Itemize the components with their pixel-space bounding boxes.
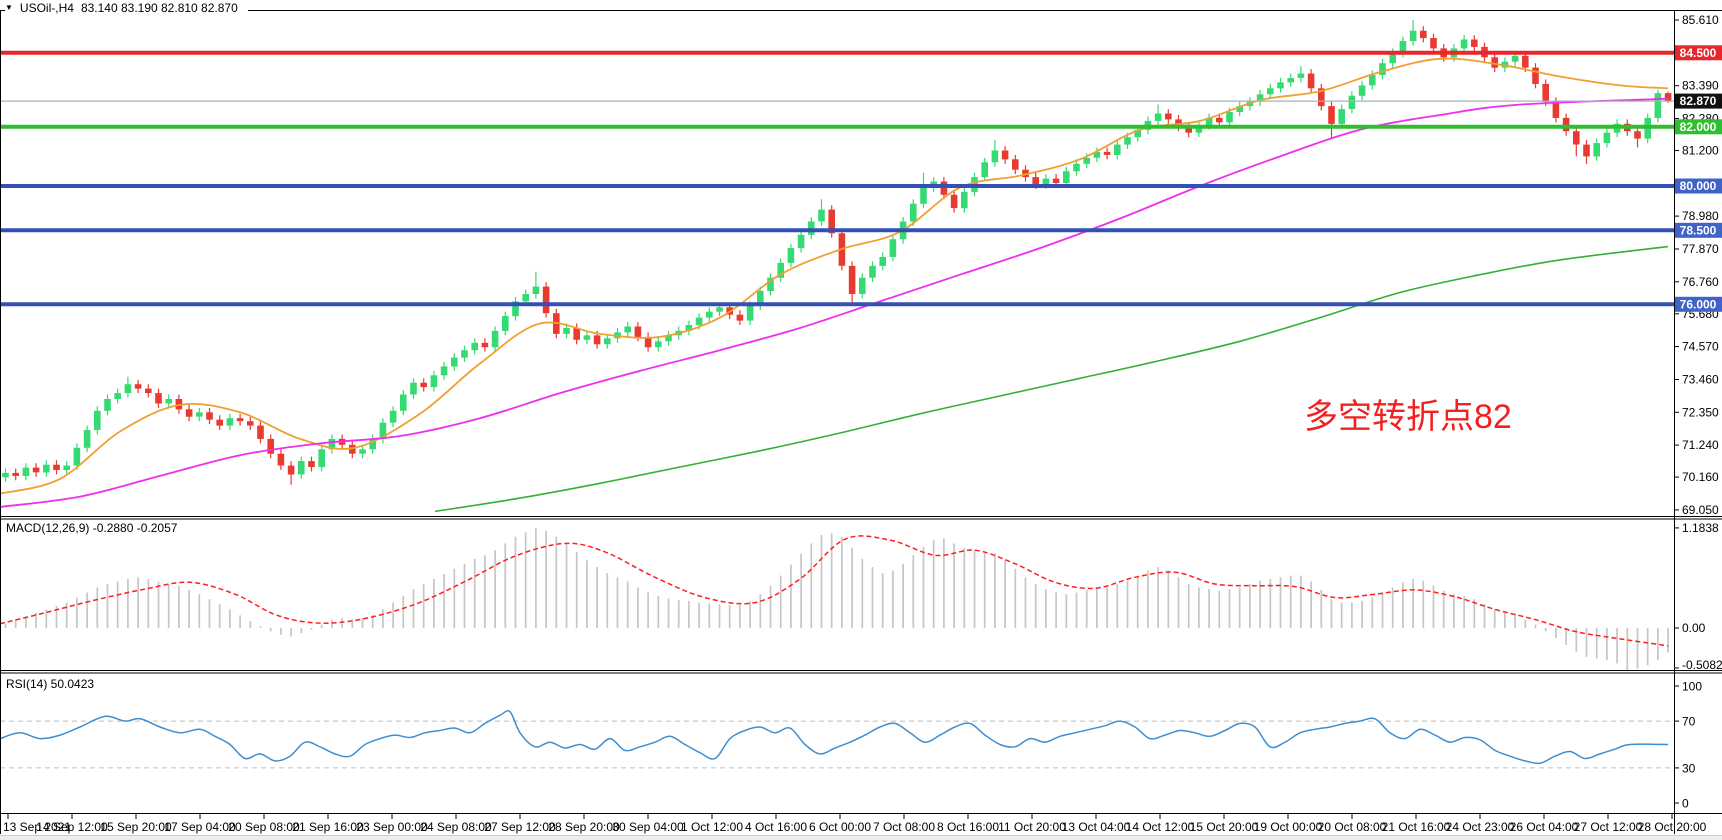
price-badge-82.000 <box>1675 119 1722 135</box>
svg-text:76.760: 76.760 <box>1682 275 1719 289</box>
svg-text:24 Oct 23:00: 24 Oct 23:00 <box>1446 820 1515 834</box>
svg-text:82.870: 82.870 <box>1680 94 1717 108</box>
price-badge-82.870 <box>1675 93 1722 109</box>
svg-text:11 Oct 20:00: 11 Oct 20:00 <box>998 820 1066 834</box>
svg-text:15 Sep 20:00: 15 Sep 20:00 <box>100 820 172 834</box>
svg-text:0.00: 0.00 <box>1682 621 1706 635</box>
price-badge-78.500 <box>1675 222 1722 238</box>
svg-text:27 Oct 12:00: 27 Oct 12:00 <box>1574 820 1643 834</box>
svg-text:69.050: 69.050 <box>1682 503 1719 517</box>
svg-text:4 Oct 16:00: 4 Oct 16:00 <box>745 820 807 834</box>
svg-text:19 Oct 00:00: 19 Oct 00:00 <box>1254 820 1323 834</box>
price-axis[interactable]: 85.61083.39082.28081.20078.98077.87076.7… <box>1674 13 1722 517</box>
bottom-strip <box>0 835 1722 840</box>
svg-text:20 Oct 08:00: 20 Oct 08:00 <box>1318 820 1387 834</box>
svg-text:85.610: 85.610 <box>1682 13 1719 27</box>
price-badge-84.500 <box>1675 45 1722 61</box>
svg-text:13 Oct 04:00: 13 Oct 04:00 <box>1062 820 1131 834</box>
ma-slow-line <box>434 245 1669 513</box>
svg-text:83.390: 83.390 <box>1682 79 1719 93</box>
svg-text:71.240: 71.240 <box>1682 438 1719 452</box>
chart-title-bar: ▼ USOil-,H4 83.140 83.190 82.810 82.870 <box>5 1 248 15</box>
svg-text:77.870: 77.870 <box>1682 242 1719 256</box>
ma-mid-line <box>0 97 1669 508</box>
svg-text:24 Sep 08:00: 24 Sep 08:00 <box>420 820 492 834</box>
svg-text:17 Sep 04:00: 17 Sep 04:00 <box>164 820 236 834</box>
svg-text:28 Oct 20:00: 28 Oct 20:00 <box>1638 820 1707 834</box>
annotation-text: 多空转折点82 <box>1304 398 1512 436</box>
macd-pane[interactable] <box>0 517 1674 672</box>
svg-text:27 Sep 12:00: 27 Sep 12:00 <box>484 820 556 834</box>
price-pane[interactable] <box>0 10 1674 517</box>
symbol-dropdown-icon[interactable]: ▼ <box>5 3 13 12</box>
svg-text:0: 0 <box>1682 797 1689 811</box>
svg-text:100: 100 <box>1682 680 1702 694</box>
svg-text:21 Oct 16:00: 21 Oct 16:00 <box>1382 820 1451 834</box>
rsi-indicator-label: RSI(14) 50.0423 <box>6 677 95 691</box>
svg-text:30: 30 <box>1682 761 1696 775</box>
ohlc-values: 83.140 83.190 82.810 82.870 <box>80 1 238 15</box>
svg-text:1 Oct 12:00: 1 Oct 12:00 <box>681 820 743 834</box>
svg-text:74.570: 74.570 <box>1682 340 1719 354</box>
svg-text:76.000: 76.000 <box>1680 297 1717 311</box>
svg-text:70: 70 <box>1682 715 1696 729</box>
svg-text:7 Oct 08:00: 7 Oct 08:00 <box>873 820 935 834</box>
svg-text:70.160: 70.160 <box>1682 470 1719 484</box>
svg-text:78.500: 78.500 <box>1680 223 1717 237</box>
ma-fast-line <box>0 57 1669 495</box>
svg-text:81.200: 81.200 <box>1682 144 1719 158</box>
rsi-pane[interactable] <box>0 672 1674 813</box>
svg-text:30 Sep 04:00: 30 Sep 04:00 <box>612 820 684 834</box>
svg-text:73.460: 73.460 <box>1682 373 1719 387</box>
macd-axis[interactable]: 1.1838 0.00 -0.5082 <box>1674 521 1722 672</box>
rsi-line <box>0 710 1669 765</box>
macd-signal-line <box>0 535 1669 647</box>
macd-indicator-label: MACD(12,26,9) -0.2880 -0.2057 <box>6 521 178 535</box>
svg-text:14 Sep 12:00: 14 Sep 12:00 <box>36 820 108 834</box>
price-badge-80.000 <box>1675 178 1722 194</box>
svg-text:82.000: 82.000 <box>1680 120 1717 134</box>
symbol-period-label: USOil-,H4 <box>19 1 74 15</box>
svg-text:6 Oct 00:00: 6 Oct 00:00 <box>809 820 871 834</box>
rsi-axis[interactable]: 100 70 30 0 <box>1674 680 1702 811</box>
svg-text:78.980: 78.980 <box>1682 209 1719 223</box>
svg-text:20 Sep 08:00: 20 Sep 08:00 <box>228 820 300 834</box>
candlestick-series <box>2 20 1672 485</box>
svg-text:8 Oct 16:00: 8 Oct 16:00 <box>937 820 999 834</box>
svg-text:1.1838: 1.1838 <box>1682 521 1719 535</box>
svg-text:28 Sep 20:00: 28 Sep 20:00 <box>548 820 620 834</box>
svg-text:-0.5082: -0.5082 <box>1682 658 1722 672</box>
svg-text:80.000: 80.000 <box>1680 179 1717 193</box>
svg-text:14 Oct 12:00: 14 Oct 12:00 <box>1126 820 1195 834</box>
pane-borders <box>0 10 1722 834</box>
price-badge-76.000 <box>1675 296 1722 312</box>
svg-text:84.500: 84.500 <box>1680 46 1717 60</box>
svg-text:72.350: 72.350 <box>1682 405 1719 419</box>
svg-text:15 Oct 20:00: 15 Oct 20:00 <box>1190 820 1259 834</box>
svg-text:26 Oct 04:00: 26 Oct 04:00 <box>1510 820 1579 834</box>
svg-text:23 Sep 00:00: 23 Sep 00:00 <box>356 820 428 834</box>
svg-text:21 Sep 16:00: 21 Sep 16:00 <box>292 820 364 834</box>
svg-text:13 Sep 2021: 13 Sep 2021 <box>3 820 71 834</box>
